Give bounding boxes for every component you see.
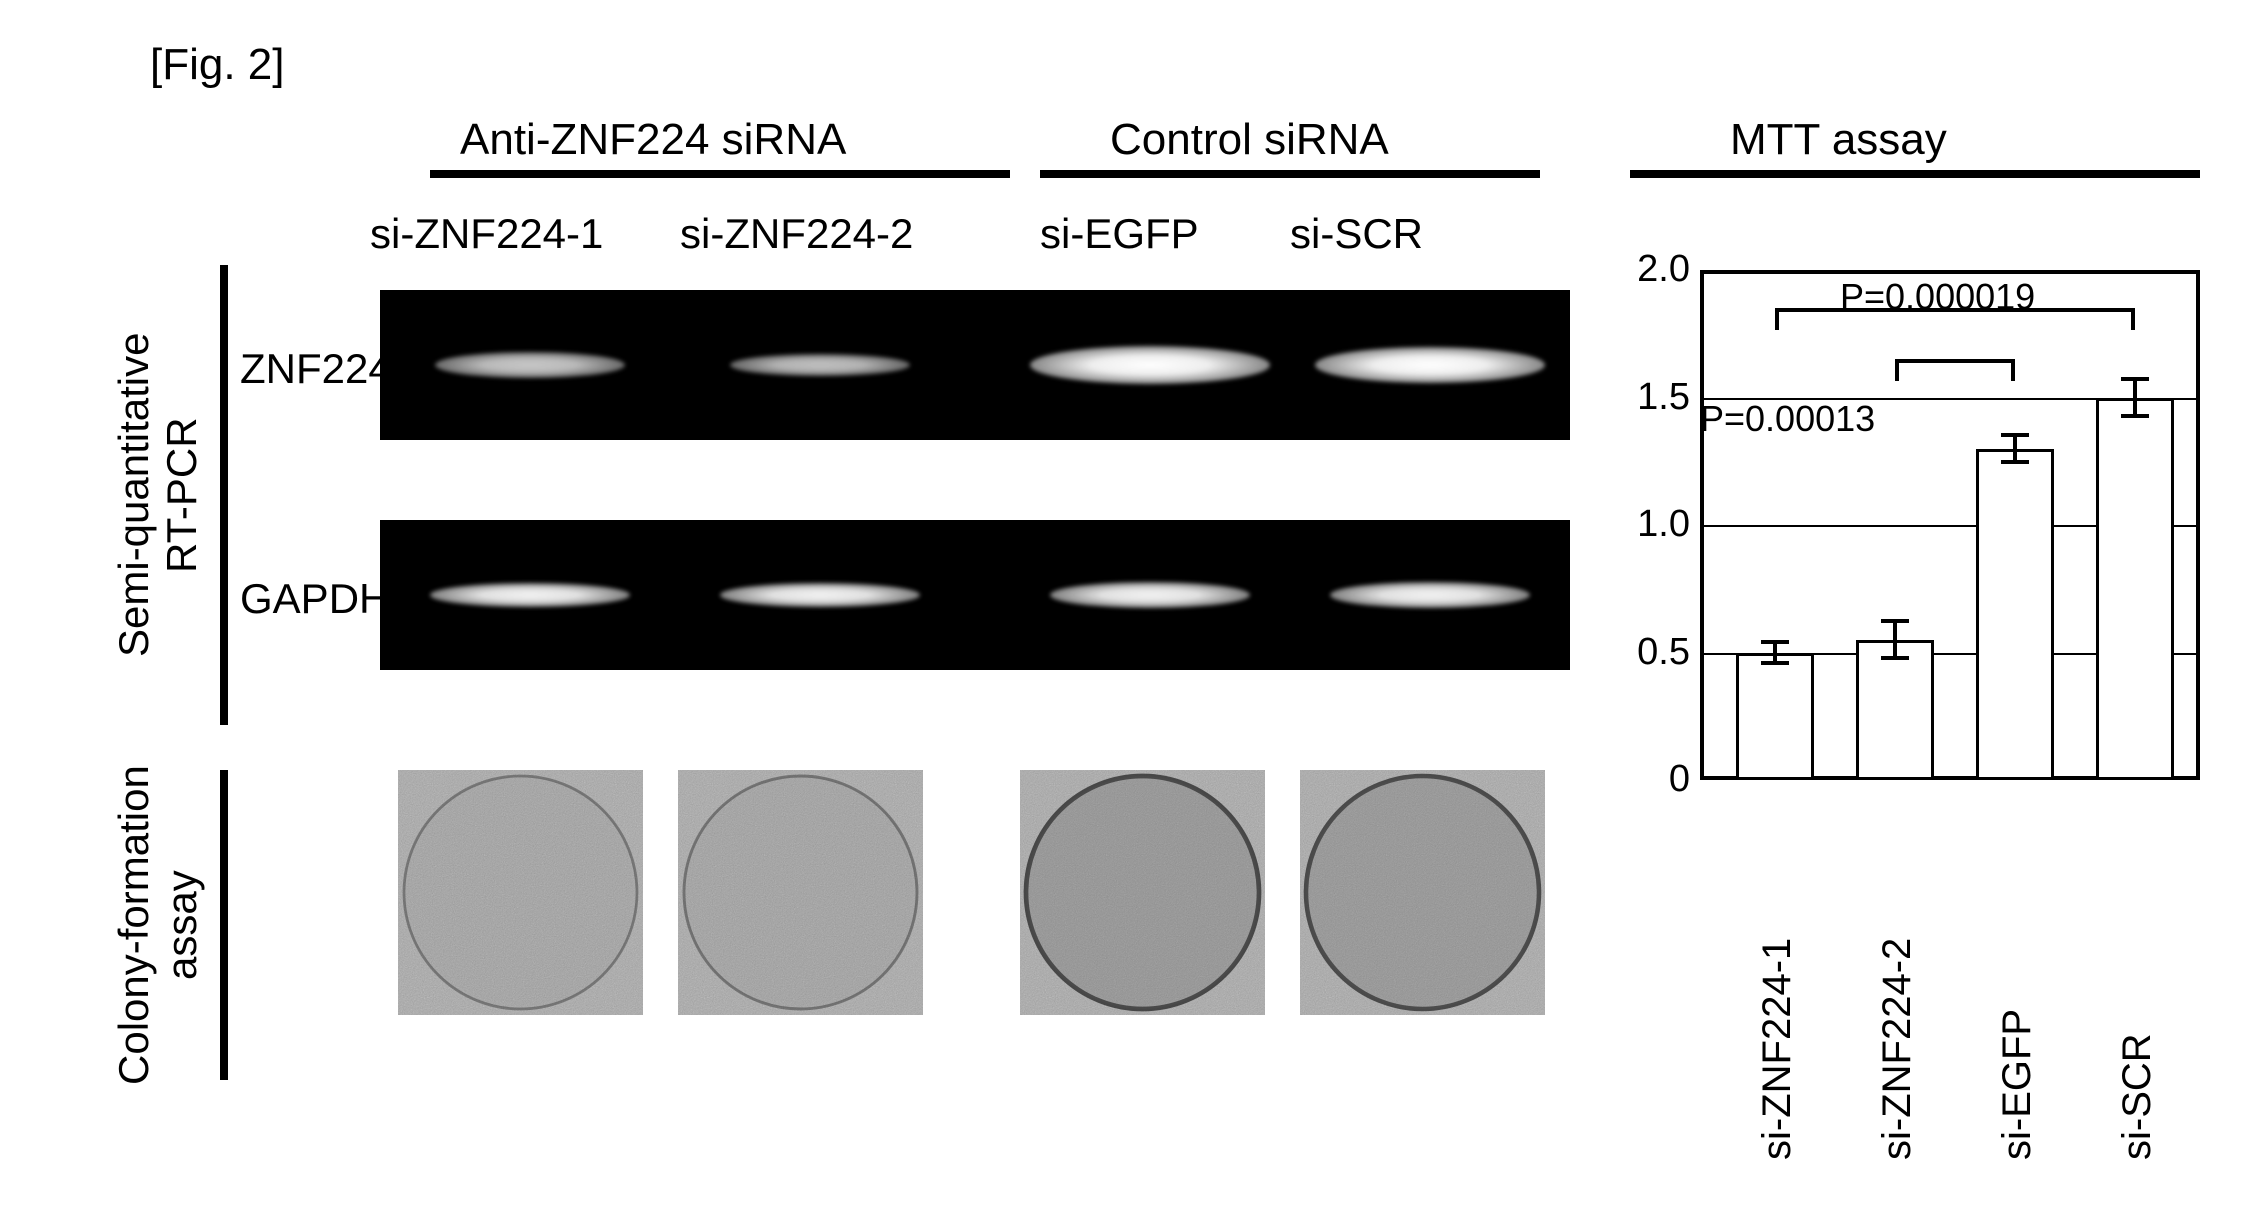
errbar-cap-bot-3 [2121, 414, 2149, 418]
gel-band-0-0 [435, 352, 625, 378]
lane-label-0: si-ZNF224-1 [370, 210, 603, 258]
sig-bracket-1 [1895, 359, 2015, 381]
group-header-control: Control siRNA [1110, 115, 1389, 165]
group-underline-anti [430, 170, 1010, 178]
lane-label-1: si-ZNF224-2 [680, 210, 913, 258]
ytick-label-4: 2.0 [1620, 248, 1690, 291]
gel-band-0-3 [1315, 347, 1545, 383]
xcat-label-0: si-ZNF224-1 [1755, 800, 1800, 1160]
xcat-label-2: si-EGFP [1995, 800, 2040, 1160]
gel-row-label-1: GAPDH [240, 575, 389, 623]
gel-band-1-1 [720, 583, 920, 607]
errbar-cap-top-0 [1761, 640, 1789, 644]
gridline-4 [1700, 270, 2200, 272]
gel-band-1-0 [430, 583, 630, 607]
group-header-anti: Anti-ZNF224 siRNA [460, 115, 846, 165]
errbar-cap-bot-2 [2001, 460, 2029, 464]
errbar-cap-bot-1 [1881, 656, 1909, 660]
bar-3 [2096, 398, 2174, 781]
group-header-mtt: MTT assay [1730, 115, 1947, 165]
errbar-stem-1 [1893, 619, 1897, 660]
ytick-label-3: 1.5 [1620, 376, 1690, 419]
section-label-colony: Colony-formationassay [110, 750, 206, 1100]
errbar-cap-top-2 [2001, 433, 2029, 437]
section-bar-colony [220, 770, 228, 1080]
gel-band-0-1 [730, 354, 910, 376]
gel-band-0-2 [1030, 346, 1270, 384]
colony-well-2 [1020, 770, 1265, 1015]
lane-label-2: si-EGFP [1040, 210, 1199, 258]
colony-well-0 [398, 770, 643, 1015]
colony-well-1 [678, 770, 923, 1015]
errbar-cap-bot-0 [1761, 661, 1789, 665]
gel-band-1-2 [1050, 582, 1250, 608]
ytick-label-1: 0.5 [1620, 631, 1690, 674]
errbar-cap-top-1 [1881, 619, 1909, 623]
group-underline-mtt [1630, 170, 2200, 178]
bar-2 [1976, 449, 2054, 781]
gel-band-1-3 [1330, 582, 1530, 608]
bar-0 [1736, 653, 1814, 781]
lane-label-3: si-SCR [1290, 210, 1423, 258]
pval-label-1: P=0.00013 [1700, 398, 1875, 440]
figure-label: [Fig. 2] [150, 40, 285, 90]
gel-row-label-0: ZNF224 [240, 345, 392, 393]
section-label-rtpcr: Semi-quantitativeRT-PCR [110, 225, 206, 765]
pval-label-0: P=0.000019 [1840, 276, 2035, 318]
bar-1 [1856, 640, 1934, 780]
errbar-stem-3 [2133, 377, 2137, 418]
colony-well-3 [1300, 770, 1545, 1015]
section-bar-rtpcr [220, 265, 228, 725]
ytick-label-2: 1.0 [1620, 503, 1690, 546]
group-underline-control [1040, 170, 1540, 178]
ytick-label-0: 0 [1620, 758, 1690, 801]
errbar-cap-top-3 [2121, 377, 2149, 381]
xcat-label-3: si-SCR [2115, 800, 2160, 1160]
xcat-label-1: si-ZNF224-2 [1875, 800, 1920, 1160]
